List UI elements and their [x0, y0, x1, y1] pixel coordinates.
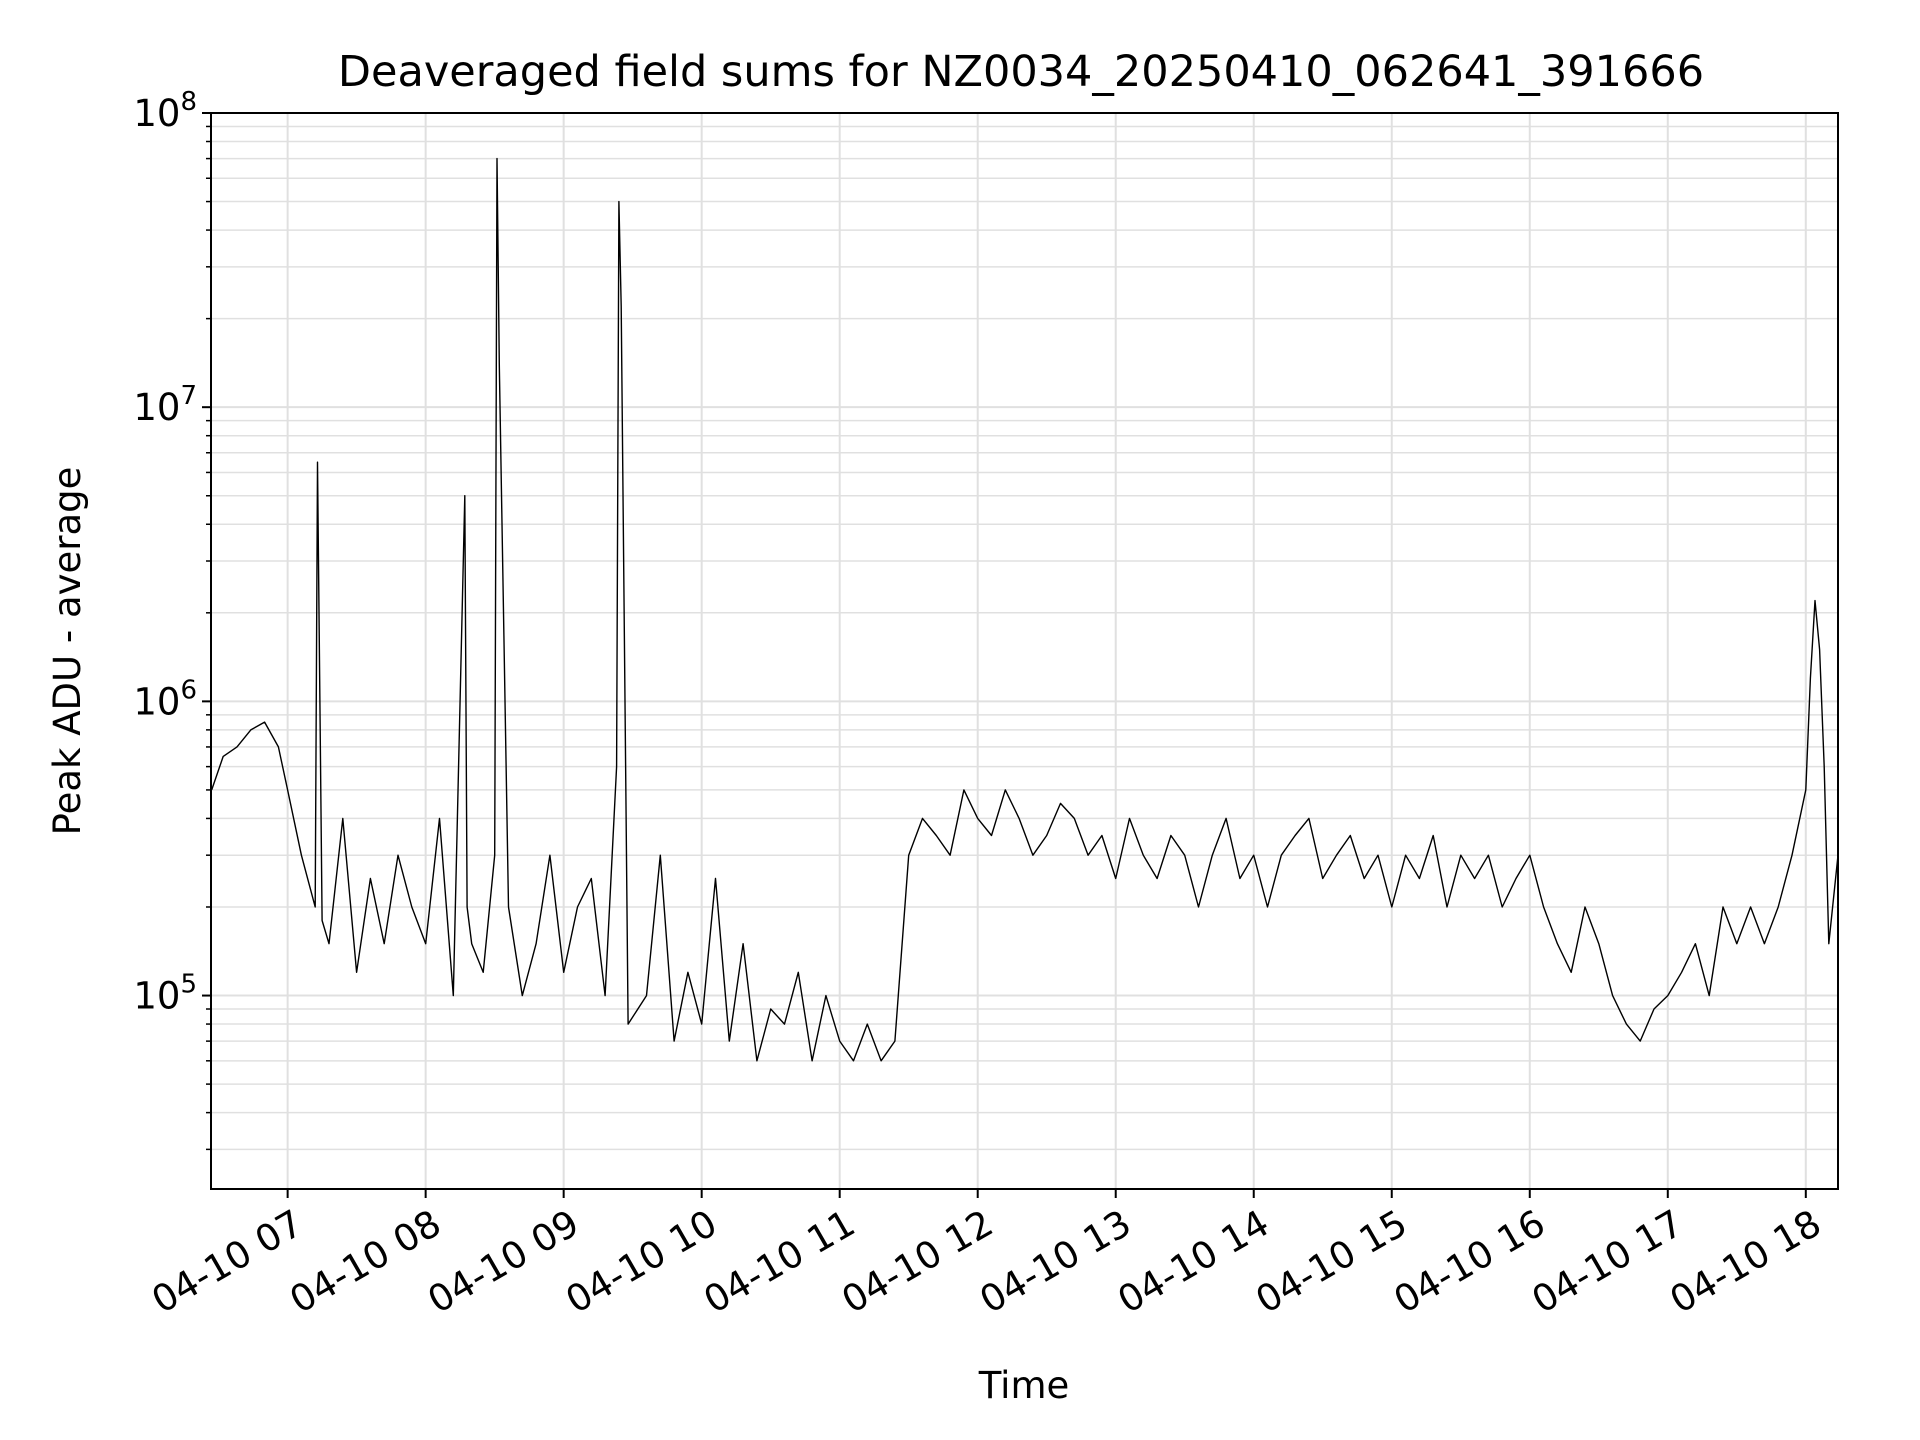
y-tick-label: 105 — [133, 970, 197, 1018]
series-layer — [211, 157, 1839, 1062]
series-line-0 — [211, 157, 1839, 1062]
y-tick-label: 108 — [133, 87, 197, 135]
x-axis-label: Time — [978, 1364, 1070, 1407]
y-axis-label: Peak ADU - average — [46, 467, 89, 836]
y-tick-label: 106 — [133, 675, 197, 723]
chart-title: Deaveraged field sums for NZ0034_2025041… — [338, 47, 1704, 97]
y-tick-label: 107 — [133, 381, 197, 429]
plot-area-frame — [210, 112, 1839, 1190]
y-axis: 105 106 107 108 — [133, 87, 211, 1151]
